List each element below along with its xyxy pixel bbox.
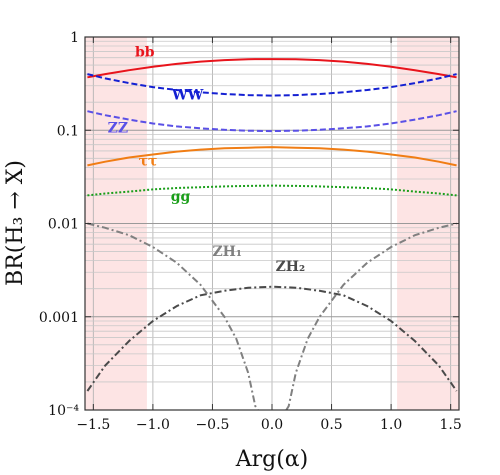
series-label-2: ZZ (108, 120, 128, 136)
y-tick-label-3: 0.1 (57, 123, 79, 139)
x-tick-label-3: 0.0 (261, 417, 283, 433)
zh1-line-0 (87, 222, 259, 411)
series-line-1 (87, 73, 457, 97)
series-label-4: gg (171, 189, 191, 205)
series-label-3: ττ (139, 153, 158, 169)
series-label-6: ZH₂ (276, 259, 306, 275)
x-tick-label-2: −0.5 (195, 417, 229, 433)
x-axis-title: Arg(α) (235, 447, 309, 472)
series-line-2 (87, 110, 457, 133)
series-line-5 (86, 285, 458, 392)
series-line-4 (87, 184, 457, 197)
y-tick-label-4: 1 (70, 30, 79, 46)
series-line-0 (87, 58, 457, 79)
series-label-1: WW (171, 87, 204, 103)
series-line-3 (87, 146, 457, 167)
series-label-5: ZH₁ (212, 244, 242, 260)
series-lines (86, 58, 458, 411)
x-tick-label-0: −1.5 (76, 417, 110, 433)
y-tick-label-2: 0.01 (48, 217, 79, 233)
axis-ticks: −1.5 −1.0 −0.5 0.0 0.5 1.0 1.5 10⁻⁴ 0.001 0.01 0.1… (39, 30, 462, 433)
x-tick-label-6: 1.5 (440, 417, 462, 433)
x-tick-label-4: 0.5 (320, 417, 342, 433)
y-tick-label-1: 0.001 (39, 310, 79, 326)
x-tick-label-1: −1.0 (136, 417, 170, 433)
series-labels: bb WW ZZ ττ gg ZH₁ ZH₂ (108, 44, 306, 275)
x-tick-label-5: 1.0 (380, 417, 402, 433)
y-tick-label-0: 10⁻⁴ (48, 403, 79, 419)
y-axis-title: BR(H₃ → X) (3, 160, 28, 286)
series-label-0: bb (135, 44, 155, 60)
zh1-line-1 (285, 222, 457, 411)
